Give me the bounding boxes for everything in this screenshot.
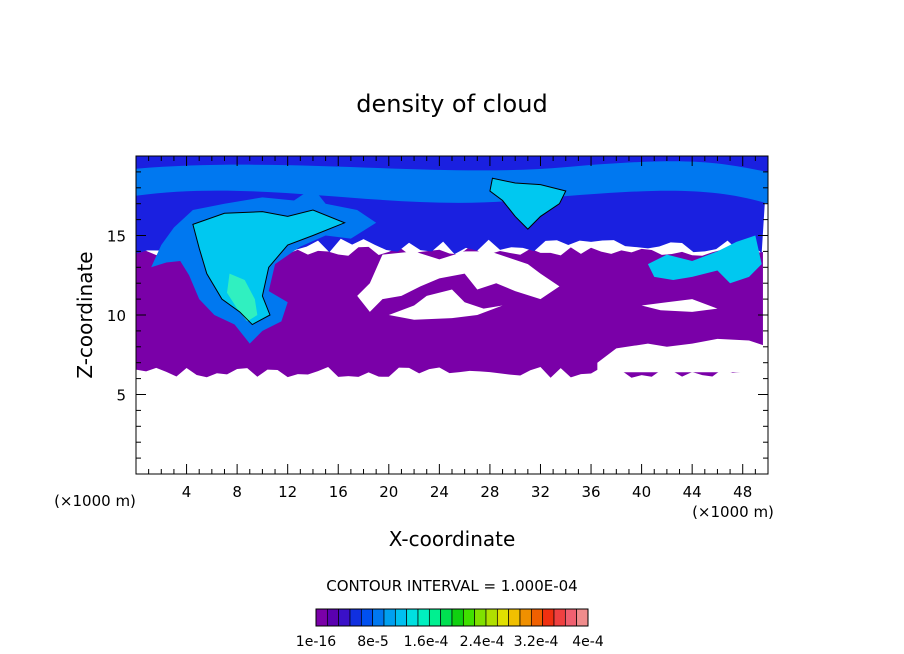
x-tick-label: 28 bbox=[480, 483, 499, 501]
colorbar-frame bbox=[315, 608, 589, 627]
x-unit-left: (×1000 m) bbox=[54, 492, 136, 510]
colorbar-swatch bbox=[326, 608, 340, 627]
x-tick-label: 40 bbox=[632, 483, 651, 501]
colorbar-swatch bbox=[360, 608, 374, 627]
colorbar-swatch bbox=[315, 608, 328, 627]
colorbar-label: 4e-4 bbox=[572, 634, 604, 650]
chart-title: density of cloud bbox=[356, 90, 547, 118]
x-axis-label: X-coordinate bbox=[389, 527, 516, 551]
cloud-blob-upper bbox=[489, 177, 567, 230]
colorbar-swatch bbox=[338, 608, 351, 627]
no-cloud-hole bbox=[597, 338, 768, 373]
colorbar-swatch bbox=[451, 608, 464, 627]
x-tick-label: 48 bbox=[733, 483, 752, 501]
colorbar-swatch bbox=[496, 608, 510, 627]
x-unit-right: (×1000 m) bbox=[692, 503, 774, 521]
colorbar-label: 8e-5 bbox=[357, 634, 388, 650]
colorbar-swatch bbox=[530, 608, 544, 627]
colorbar-swatch bbox=[542, 608, 555, 627]
x-tick-label: 24 bbox=[430, 483, 449, 501]
colorbar-swatch bbox=[564, 608, 578, 627]
colorbar-swatch bbox=[440, 608, 453, 627]
colorbar bbox=[315, 608, 589, 627]
colorbar-swatch bbox=[406, 608, 419, 627]
colorbar-swatch bbox=[372, 608, 385, 627]
cloud-plume-peak bbox=[227, 273, 258, 322]
colorbar-swatch bbox=[576, 608, 589, 627]
colorbar-swatch bbox=[474, 608, 487, 627]
colorbar-swatch bbox=[383, 608, 396, 627]
no-cloud-hole bbox=[357, 251, 560, 312]
colorbar-label: 3.2e-4 bbox=[514, 634, 559, 650]
colorbar-labels: 1e-16 8e-5 1.6e-4 2.4e-4 3.2e-4 4e-4 bbox=[296, 634, 604, 650]
colorbar-label: 1e-16 bbox=[296, 634, 336, 650]
colorbar-swatch bbox=[428, 608, 442, 627]
colorbar-label: 2.4e-4 bbox=[460, 634, 505, 650]
x-tick-label: 8 bbox=[232, 483, 242, 501]
colorbar-swatch bbox=[553, 608, 566, 627]
colorbar-swatch bbox=[519, 608, 532, 627]
x-tick-label: 32 bbox=[531, 483, 550, 501]
x-tick-label: 36 bbox=[581, 483, 600, 501]
no-cloud-hole bbox=[641, 299, 718, 312]
colorbar-swatch bbox=[462, 608, 476, 627]
y-tick-label: 15 bbox=[107, 228, 126, 246]
contour-line bbox=[192, 209, 346, 326]
colorbar-swatch bbox=[417, 608, 430, 627]
colorbar-swatch bbox=[485, 608, 498, 627]
y-tick-label: 10 bbox=[107, 307, 126, 325]
x-tick-label: 20 bbox=[379, 483, 398, 501]
colorbar-swatch bbox=[394, 608, 408, 627]
x-tick-label: 4 bbox=[182, 483, 192, 501]
y-axis-label: Z-coordinate bbox=[73, 251, 97, 378]
contour-interval-label: CONTOUR INTERVAL = 1.000E-04 bbox=[326, 577, 577, 595]
cloud-layer-low bbox=[136, 156, 768, 172]
colorbar-swatch bbox=[349, 608, 362, 627]
x-tick-label: 12 bbox=[278, 483, 297, 501]
colorbar-label: 1.6e-4 bbox=[404, 634, 449, 650]
x-tick-label: 16 bbox=[329, 483, 348, 501]
y-tick-label: 5 bbox=[116, 387, 126, 405]
x-tick-label: 44 bbox=[683, 483, 702, 501]
cloud-layer-mid bbox=[136, 156, 768, 204]
colorbar-swatch bbox=[508, 608, 521, 627]
cloud-right bbox=[647, 235, 762, 284]
no-cloud-hole bbox=[388, 289, 503, 320]
